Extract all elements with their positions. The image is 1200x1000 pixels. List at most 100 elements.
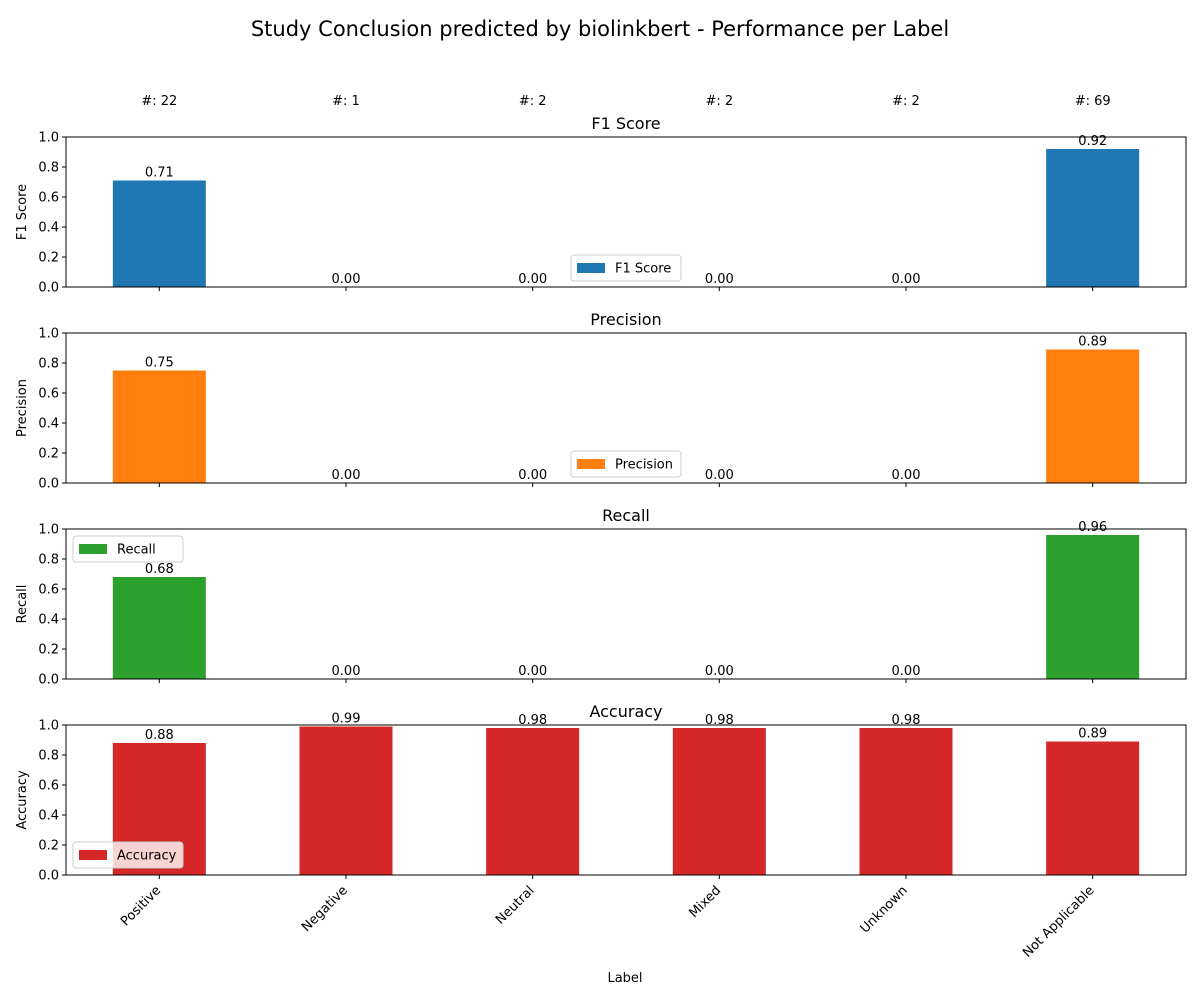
- bar-value-label: 0.00: [705, 468, 734, 483]
- y-tick-label: 0.0: [38, 281, 59, 296]
- panel-f1-score: F1 Score 0.71 0.00 0.00 0.00 0.00 0.92 0.0 0.2 0.…: [15, 114, 1187, 296]
- legend-label: Precision: [615, 458, 673, 473]
- legend-box: [570, 450, 682, 478]
- y-tick-label: 0.4: [38, 809, 59, 824]
- bar: [1046, 349, 1140, 483]
- y-tick-label: 1.0: [38, 131, 59, 146]
- support-count-row: #: 22 #: 1 #: 2 #: 2 #: 2 #: 69: [141, 94, 1110, 109]
- y-tick-label: 1.0: [38, 719, 59, 734]
- bar-value-label: 0.00: [892, 272, 921, 287]
- bar: [1046, 149, 1140, 287]
- legend-label: Recall: [117, 543, 156, 558]
- y-tick-label: 0.4: [38, 417, 59, 432]
- bar-value-label: 0.00: [705, 272, 734, 287]
- bar: [299, 726, 393, 875]
- y-tick-label: 0.0: [38, 869, 59, 884]
- legend: Recall: [72, 535, 184, 563]
- panel-recall: Recall 0.68 0.00 0.00 0.00 0.00 0.96 0.0 0.2 0.4 0…: [15, 506, 1187, 688]
- support-count-label: #: 69: [1075, 94, 1111, 109]
- bar-value-label: 0.00: [892, 468, 921, 483]
- y-tick-label: 0.4: [38, 613, 59, 628]
- y-tick-label: 0.6: [38, 583, 59, 598]
- bar-value-label: 0.99: [332, 712, 361, 727]
- y-tick-label: 0.2: [38, 839, 59, 854]
- bar-value-label: 0.00: [332, 468, 361, 483]
- x-tick-label: Neutral: [493, 883, 538, 928]
- bar: [112, 370, 206, 483]
- bar-value-label: 0.92: [1078, 134, 1107, 149]
- y-tick-label: 0.0: [38, 477, 59, 492]
- y-tick-label: 0.6: [38, 191, 59, 206]
- legend-swatch: [79, 544, 107, 554]
- bar-value-label: 0.96: [1078, 520, 1107, 535]
- y-tick-label: 0.2: [38, 447, 59, 462]
- legend-box: [72, 535, 184, 563]
- y-tick-label: 0.8: [38, 553, 59, 568]
- y-axis-label: Recall: [15, 585, 30, 624]
- bar-value-label: 0.00: [892, 664, 921, 679]
- bar-value-label: 0.00: [332, 272, 361, 287]
- axes-frame: [65, 332, 1187, 484]
- legend-swatch: [577, 263, 605, 273]
- bar-value-label: 0.98: [892, 713, 921, 728]
- panel-precision: Precision 0.75 0.00 0.00 0.00 0.00 0.89 0.0 0.2 0…: [15, 310, 1187, 492]
- support-count-label: #: 2: [892, 94, 920, 109]
- chart-panels: F1 Score 0.71 0.00 0.00 0.00 0.00 0.92 0.0 0.2 0.…: [15, 114, 1187, 884]
- support-count-label: #: 2: [705, 94, 733, 109]
- y-axis-label: Precision: [15, 379, 30, 437]
- bar-value-label: 0.00: [518, 272, 547, 287]
- figure-title: Study Conclusion predicted by biolinkber…: [251, 17, 949, 41]
- y-axis-label: F1 Score: [15, 184, 30, 240]
- bar-value-label: 0.68: [145, 562, 174, 577]
- bar-value-label: 0.00: [518, 664, 547, 679]
- legend-box: [570, 254, 682, 282]
- bar: [112, 577, 206, 679]
- bar: [672, 728, 766, 875]
- y-tick-label: 0.2: [38, 643, 59, 658]
- panel-title: Precision: [590, 310, 661, 329]
- bar: [112, 180, 206, 287]
- bar: [486, 728, 580, 875]
- bar-value-label: 0.75: [145, 356, 174, 371]
- legend: Accuracy: [72, 841, 184, 869]
- legend: Precision: [570, 450, 682, 478]
- y-tick-label: 0.8: [38, 161, 59, 176]
- axes-frame: [65, 528, 1187, 680]
- support-count-label: #: 22: [141, 94, 177, 109]
- bar-value-label: 0.00: [705, 664, 734, 679]
- bar-value-label: 0.88: [145, 728, 174, 743]
- bar: [859, 728, 953, 875]
- support-count-label: #: 1: [332, 94, 360, 109]
- y-axis-label: Accuracy: [15, 770, 30, 830]
- x-tick-label: Negative: [299, 883, 351, 935]
- shared-x-axis: Positive Negative Neutral Mixed Unknown Not A…: [118, 883, 1097, 960]
- x-tick-label: Positive: [118, 883, 164, 929]
- panel-title: F1 Score: [591, 114, 660, 133]
- y-tick-label: 1.0: [38, 327, 59, 342]
- y-tick-label: 0.8: [38, 357, 59, 372]
- bar-value-label: 0.00: [332, 664, 361, 679]
- bar-value-label: 0.89: [1078, 727, 1107, 742]
- bar-value-label: 0.00: [518, 468, 547, 483]
- legend-label: F1 Score: [615, 262, 671, 277]
- legend-swatch: [79, 850, 107, 860]
- legend-box: [72, 841, 184, 869]
- legend-swatch: [577, 459, 605, 469]
- x-tick-label: Not Applicable: [1020, 883, 1097, 960]
- bar-value-label: 0.89: [1078, 335, 1107, 350]
- bar: [1046, 741, 1140, 875]
- legend-label: Accuracy: [117, 849, 177, 864]
- x-axis-label: Label: [607, 971, 642, 986]
- y-tick-label: 1.0: [38, 523, 59, 538]
- y-tick-label: 0.6: [38, 387, 59, 402]
- bar-value-label: 0.98: [705, 713, 734, 728]
- axes-frame: [65, 136, 1187, 288]
- legend: F1 Score: [570, 254, 682, 282]
- x-tick-label: Mixed: [686, 883, 724, 921]
- y-tick-label: 0.6: [38, 779, 59, 794]
- x-tick-label: Unknown: [858, 883, 911, 936]
- panel-title: Accuracy: [589, 702, 662, 721]
- y-tick-label: 0.2: [38, 251, 59, 266]
- bar: [1046, 535, 1140, 679]
